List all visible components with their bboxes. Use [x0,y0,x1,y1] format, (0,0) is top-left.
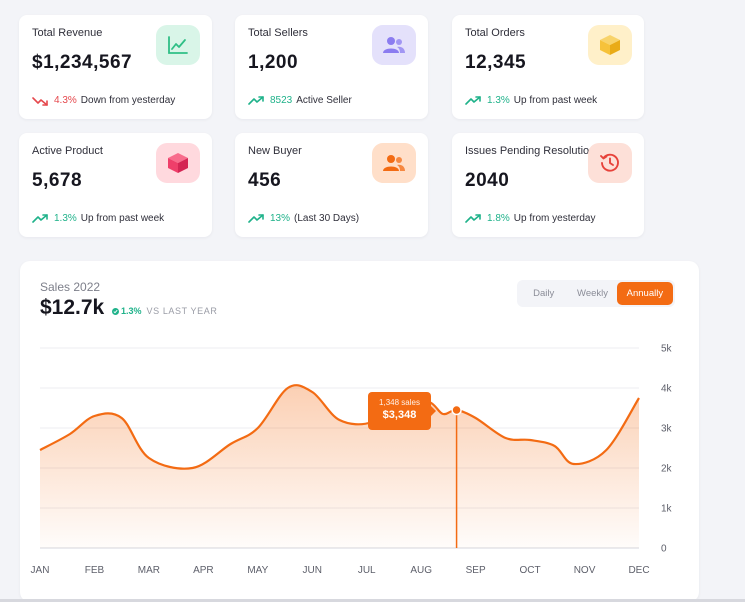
trend-note: Up from yesterday [513,213,596,224]
x-tick-label: APR [193,565,214,576]
cube-icon [156,143,200,183]
tooltip-sales-count: 1,348 sales [379,398,420,407]
trend-down-icon [32,96,48,106]
x-tick-label: MAR [138,565,160,576]
stat-value: 12,345 [465,52,527,73]
users-icon [372,143,416,183]
trend-note: Down from yesterday [80,95,176,106]
stat-value: 456 [248,170,282,191]
tooltip-amount: $3,348 [382,409,417,421]
tab-weekly[interactable]: Weekly [568,282,616,305]
trend-percent: 1.8% [487,213,510,224]
stat-trend: 1.8% Up from yesterday [465,213,596,224]
y-tick-label: 0 [661,544,667,555]
stat-value: 1,200 [248,52,299,73]
trend-percent: 4.3% [54,95,77,106]
stat-title: Active Product [32,145,103,157]
x-tick-label: DEC [628,565,649,576]
stat-value: 2040 [465,170,510,191]
sales-delta: 1.3% VS LAST YEAR [112,306,217,316]
period-toggle: Daily Weekly Annually [517,280,675,307]
tab-daily[interactable]: Daily [519,282,568,305]
trend-up-icon [248,95,264,105]
stat-trend: 1.3% Up from past week [465,95,597,106]
sales-amount: $12.7k [40,296,105,319]
x-tick-label: SEP [466,565,486,576]
stat-card-new-buyer[interactable]: New Buyer 456 13% (Last 30 Days) [235,133,428,237]
trend-percent: 13% [270,213,291,224]
users-icon [372,25,416,65]
x-tick-label: JUL [358,565,376,576]
stat-title: Issues Pending Resolution [465,145,596,157]
box-icon [588,25,632,65]
history-clock-icon [588,143,632,183]
check-icon [112,307,119,315]
stat-value: $1,234,567 [32,52,133,73]
x-tick-label: AUG [410,565,432,576]
trend-note: Up from past week [80,213,165,224]
stat-title: Total Revenue [32,27,103,39]
stat-trend: 1.3% Up from past week [32,213,164,224]
tab-annually[interactable]: Annually [616,282,673,305]
y-tick-label: 5k [661,344,673,355]
bottom-divider [0,599,745,602]
trend-note: Active Seller [296,95,352,106]
stat-card-issues-pending[interactable]: Issues Pending Resolution 2040 1.8% Up f… [452,133,644,237]
y-tick-label: 2k [661,464,673,475]
trend-percent: 1.3% [54,213,77,224]
x-tick-label: NOV [574,565,596,576]
line-chart-icon [156,25,200,65]
x-tick-label: JAN [31,565,50,576]
y-tick-label: 4k [661,384,673,395]
y-tick-label: 1k [661,504,673,515]
chart-tooltip: 1,348 sales $3,348 [368,392,436,430]
trend-up-icon [465,213,481,223]
x-tick-label: FEB [85,565,105,576]
stat-title: Total Sellers [248,27,308,39]
stat-card-active-product[interactable]: Active Product 5,678 1.3% Up from past w… [19,133,212,237]
stat-card-total-revenue[interactable]: Total Revenue $1,234,567 4.3% Down from … [19,15,212,119]
stat-value: 5,678 [32,170,83,191]
sales-area-chart: 5k 4k 3k 2k 1k 0 JAN FEB MAR APR MAY JUN JUL AUG SEP OC… [31,344,673,577]
trend-up-icon [248,213,264,223]
trend-up-icon [32,213,48,223]
stat-card-total-orders[interactable]: Total Orders 12,345 1.3% Up from past we… [452,15,644,119]
x-tick-label: MAY [247,565,268,576]
x-tick-label: OCT [520,565,541,576]
trend-up-icon [465,95,481,105]
trend-percent: 8523 [270,95,293,106]
x-tick-label: JUN [303,565,322,576]
stat-trend: 8523 Active Seller [248,95,352,106]
sales-chart-card: Sales 2022 $12.7k 1.3% VS LAST YEAR Dail… [20,261,699,602]
stat-card-total-sellers[interactable]: Total Sellers 1,200 8523 Active Seller [235,15,428,119]
stat-title: Total Orders [465,27,525,39]
trend-note: Up from past week [513,95,598,106]
sales-title: Sales 2022 [40,280,101,294]
stat-title: New Buyer [248,145,302,157]
sales-vs-label: VS LAST YEAR [146,306,218,316]
highlight-marker-point [451,404,462,416]
stat-trend: 4.3% Down from yesterday [32,95,175,106]
trend-percent: 1.3% [487,95,510,106]
sales-area-fill [40,385,639,548]
trend-note: (Last 30 Days) [294,213,360,224]
y-tick-label: 3k [661,424,673,435]
sales-delta-value: 1.3% [121,306,142,316]
stat-trend: 13% (Last 30 Days) [248,213,359,224]
